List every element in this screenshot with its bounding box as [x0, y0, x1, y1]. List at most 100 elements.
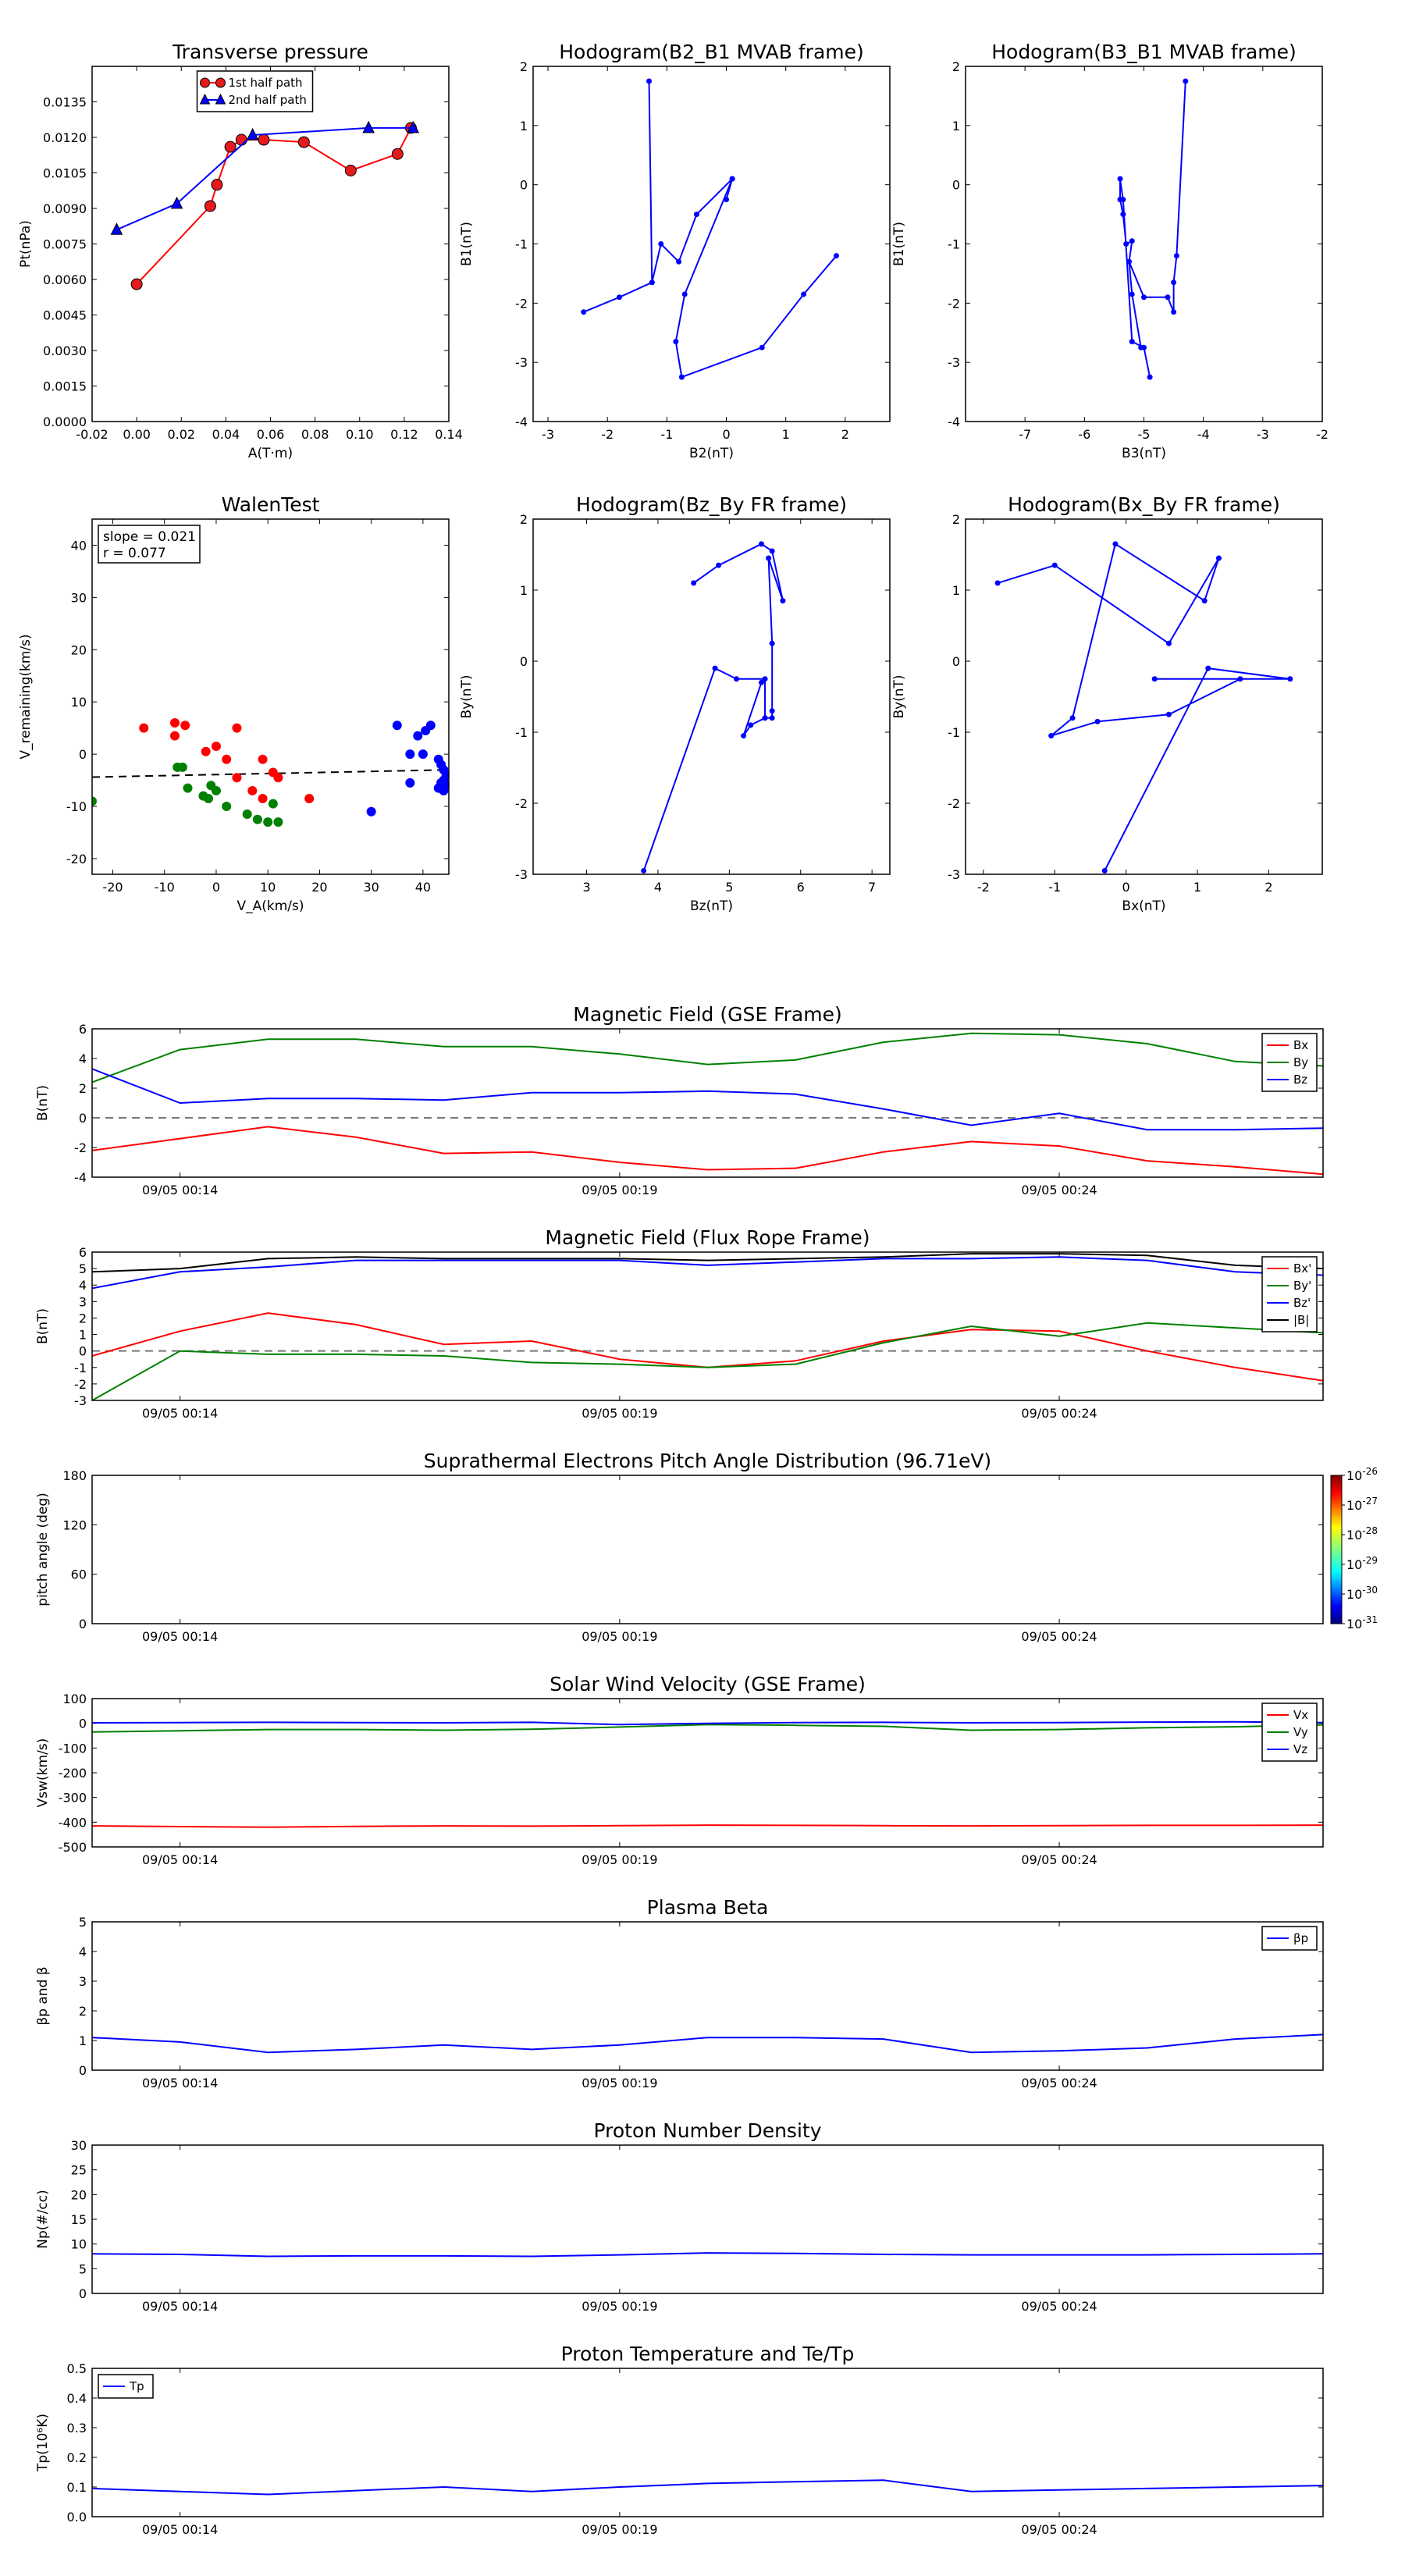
- chart-title: Suprathermal Electrons Pitch Angle Distr…: [424, 1450, 991, 1472]
- data-point: [766, 555, 772, 561]
- y-axis-label: B(nT): [35, 1085, 51, 1121]
- chart-title: Proton Temperature and Te/Tp: [561, 2343, 855, 2365]
- data-point: [681, 291, 688, 297]
- x-tick-label: -4: [1197, 427, 1210, 442]
- data-point: [729, 176, 735, 182]
- x-tick-label: -2: [601, 427, 614, 442]
- y-tick-label: 1: [79, 1328, 87, 1343]
- y-tick-label: 1: [952, 119, 960, 133]
- data-point: [211, 742, 221, 752]
- y-tick-label: 0.0060: [43, 272, 87, 287]
- data-point: [232, 773, 242, 783]
- chart-title: Hodogram(B3_B1 MVAB frame): [991, 41, 1297, 63]
- legend-marker: [199, 93, 211, 105]
- x-tick-label: 09/05 00:19: [582, 2076, 657, 2090]
- y-tick-label: 0.0090: [43, 201, 87, 216]
- y-tick-label: -3: [948, 355, 960, 370]
- y-tick-label: -400: [59, 1815, 87, 1830]
- data-point: [1205, 665, 1211, 671]
- y-tick-label: 3: [79, 1294, 87, 1309]
- y-tick-label: 0: [79, 2063, 87, 2078]
- x-tick-label: 09/05 00:19: [582, 1629, 657, 1644]
- data-point: [246, 127, 259, 141]
- data-point: [180, 720, 190, 731]
- data-point: [92, 796, 97, 806]
- data-point: [1129, 238, 1135, 244]
- y-tick-label: 0: [952, 654, 960, 669]
- chart-mag: Magnetic Field (GSE Frame) 09/05 00:14 09/…: [35, 1003, 1324, 1197]
- series-line-0: [997, 543, 1291, 871]
- x-tick-label: 0.12: [390, 427, 418, 442]
- x-tick-label: 0.04: [212, 427, 240, 442]
- data-point: [658, 241, 664, 247]
- colorbar-tick-base: 10: [1346, 1557, 1362, 1572]
- legend-label: By': [1293, 1279, 1311, 1293]
- data-point: [1120, 212, 1126, 218]
- data-point: [247, 785, 258, 795]
- x-tick-label: -20: [102, 880, 123, 895]
- x-tick-label: 20: [311, 880, 327, 895]
- data-point: [1101, 867, 1108, 873]
- legend-label: 1st half path: [229, 76, 303, 90]
- legend-label: |B|: [1293, 1313, 1309, 1327]
- series-line-By': [92, 1322, 1323, 1400]
- plot-frame: [91, 2368, 1324, 2517]
- y-tick-label: 30: [71, 2138, 87, 2153]
- x-tick-label: 1: [782, 427, 790, 442]
- data-point: [1165, 711, 1172, 717]
- y-axis-label: By(nT): [459, 674, 475, 718]
- series-line-1: [742, 681, 766, 737]
- data-point: [110, 222, 123, 235]
- y-tick-label: 0.1: [67, 2480, 87, 2495]
- series-line-0: [648, 80, 838, 379]
- y-tick-label: 2: [79, 2004, 87, 2019]
- data-point: [801, 291, 807, 297]
- x-tick-label: 09/05 00:14: [142, 2299, 218, 2314]
- y-tick-label: -3: [948, 867, 960, 882]
- data-point: [405, 749, 415, 760]
- data-point: [1237, 676, 1243, 682]
- data-point: [392, 720, 402, 731]
- y-axis-label: V_remaining(km/s): [18, 634, 34, 759]
- y-tick-label: 6: [79, 1022, 87, 1037]
- data-point: [204, 793, 214, 803]
- data-point: [201, 746, 211, 756]
- annotation-text: slope = 0.021: [103, 529, 196, 545]
- series-line-0: [1119, 80, 1186, 378]
- y-tick-label: 0.0030: [43, 343, 87, 358]
- x-tick-label: 0.02: [167, 427, 195, 442]
- y-tick-label: 4: [79, 1051, 87, 1066]
- y-tick-label: 0: [79, 747, 87, 762]
- y-tick-label: 1: [79, 2033, 87, 2048]
- data-point: [716, 562, 722, 568]
- colorbar-tick-exponent: -26: [1362, 1466, 1378, 1477]
- legend-label: Bx: [1293, 1038, 1308, 1052]
- data-point: [1183, 78, 1189, 84]
- chart-h2: Hodogram(B3_B1 MVAB frame) -7 -6 -5 -4 -3 -2 -4…: [891, 41, 1329, 461]
- x-tick-label: 09/05 00:14: [142, 1406, 218, 1421]
- data-point: [169, 717, 180, 728]
- data-point: [235, 133, 247, 146]
- colorbar-tick-label: 10-28: [1346, 1525, 1378, 1542]
- data-point: [1117, 176, 1123, 182]
- data-point: [366, 806, 376, 817]
- data-point: [1129, 291, 1135, 297]
- y-tick-label: 60: [71, 1567, 87, 1582]
- data-point: [170, 196, 183, 209]
- y-tick-label: 40: [71, 538, 87, 553]
- y-tick-label: 5: [79, 2261, 87, 2276]
- data-point: [581, 309, 587, 315]
- x-axis-label: V_A(km/s): [237, 898, 304, 914]
- colorbar: [1330, 1475, 1343, 1624]
- y-tick-label: 0.5: [67, 2361, 87, 2376]
- data-point: [204, 200, 216, 212]
- y-tick-label: -3: [515, 867, 528, 882]
- series-line-βp: [92, 2033, 1323, 2054]
- y-tick-label: -3: [515, 355, 528, 370]
- y-tick-label: -1: [948, 725, 960, 740]
- legend-label: 2nd half path: [229, 93, 307, 107]
- data-point: [211, 785, 221, 795]
- y-tick-label: -2: [74, 1377, 87, 1392]
- plot-area: [92, 717, 449, 827]
